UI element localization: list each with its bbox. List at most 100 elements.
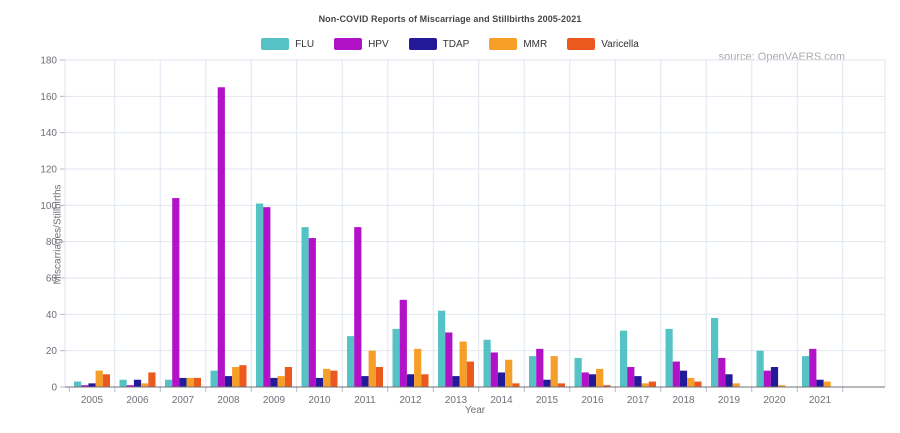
- bar-2020-flu[interactable]: [756, 350, 764, 387]
- y-tick-label: 80: [46, 237, 58, 248]
- x-tick-label: 2014: [490, 395, 513, 406]
- bar-2016-hpv[interactable]: [581, 372, 589, 387]
- bar-2016-flu[interactable]: [574, 357, 582, 387]
- legend-label: FLU: [295, 38, 315, 50]
- bar-2007-hpv[interactable]: [172, 198, 180, 387]
- bar-2014-varicella[interactable]: [512, 383, 520, 387]
- bar-2020-hpv[interactable]: [763, 370, 771, 387]
- bar-2018-varicella[interactable]: [694, 381, 702, 387]
- bar-2008-mmr[interactable]: [232, 367, 240, 387]
- bar-2018-tdap[interactable]: [679, 370, 688, 387]
- x-tick-label: 2013: [445, 395, 468, 406]
- legend-item-varicella[interactable]: Varicella: [567, 38, 639, 50]
- bar-2013-varicella[interactable]: [466, 361, 474, 387]
- bar-2018-hpv[interactable]: [672, 361, 680, 387]
- bar-2019-flu[interactable]: [711, 317, 719, 387]
- x-tick-label: 2007: [172, 395, 195, 406]
- legend-item-tdap[interactable]: TDAP: [408, 38, 469, 50]
- x-tick-label: 2016: [581, 395, 604, 406]
- bar-2009-tdap[interactable]: [270, 377, 278, 387]
- bar-2008-flu[interactable]: [210, 370, 218, 387]
- bar-2006-flu[interactable]: [119, 379, 127, 387]
- bar-2016-tdap[interactable]: [588, 374, 597, 387]
- bar-2007-varicella[interactable]: [193, 377, 201, 387]
- bar-2006-varicella[interactable]: [148, 372, 156, 387]
- bar-2021-tdap[interactable]: [816, 379, 824, 387]
- bar-2014-flu[interactable]: [483, 339, 491, 387]
- legend-item-hpv[interactable]: HPV: [334, 38, 389, 50]
- bar-2015-mmr[interactable]: [550, 356, 558, 387]
- bar-2015-varicella[interactable]: [557, 383, 565, 387]
- bar-2005-varicella[interactable]: [102, 374, 110, 387]
- bar-2013-mmr[interactable]: [459, 341, 467, 387]
- bar-2013-tdap[interactable]: [452, 376, 460, 387]
- bar-2017-varicella[interactable]: [648, 381, 656, 387]
- bar-2021-flu[interactable]: [802, 356, 810, 387]
- bar-2019-mmr[interactable]: [732, 383, 740, 387]
- bar-2018-mmr[interactable]: [687, 377, 695, 387]
- bar-2021-hpv[interactable]: [809, 348, 817, 387]
- bar-2007-flu[interactable]: [165, 379, 173, 387]
- bar-2006-mmr[interactable]: [141, 383, 149, 387]
- bar-2019-tdap[interactable]: [725, 374, 733, 387]
- legend-item-mmr[interactable]: MMR: [489, 38, 547, 50]
- bar-2018-flu[interactable]: [665, 328, 673, 387]
- bar-2008-hpv[interactable]: [217, 87, 225, 387]
- bar-2012-hpv[interactable]: [399, 299, 407, 387]
- y-tick-label: 60: [46, 274, 58, 285]
- bar-2012-tdap[interactable]: [406, 374, 415, 387]
- bar-2012-flu[interactable]: [392, 328, 400, 387]
- bar-2011-hpv[interactable]: [354, 227, 362, 387]
- bar-2016-mmr[interactable]: [596, 368, 604, 387]
- bar-2020-tdap[interactable]: [770, 367, 779, 387]
- bar-2005-tdap[interactable]: [88, 383, 96, 387]
- bar-2012-varicella[interactable]: [421, 374, 429, 387]
- bar-2015-flu[interactable]: [529, 356, 537, 387]
- bar-2021-mmr[interactable]: [823, 381, 831, 387]
- bar-2019-hpv[interactable]: [718, 357, 726, 387]
- bar-2009-flu[interactable]: [256, 203, 264, 387]
- bar-2010-hpv[interactable]: [308, 238, 316, 387]
- bar-2013-flu[interactable]: [438, 310, 446, 387]
- y-tick-label: 40: [46, 310, 58, 321]
- bar-2015-tdap[interactable]: [543, 379, 551, 387]
- bar-2005-flu[interactable]: [74, 381, 82, 387]
- x-tick-label: 2010: [308, 395, 331, 406]
- bar-2016-varicella[interactable]: [603, 385, 611, 387]
- bar-2010-flu[interactable]: [301, 227, 309, 387]
- bar-2006-hpv[interactable]: [126, 385, 134, 387]
- bar-2012-mmr[interactable]: [414, 348, 422, 387]
- bar-2008-tdap[interactable]: [224, 376, 233, 387]
- bar-2008-varicella[interactable]: [239, 365, 247, 387]
- bar-2017-hpv[interactable]: [627, 367, 635, 387]
- bar-2009-varicella[interactable]: [284, 367, 292, 387]
- bar-2013-hpv[interactable]: [445, 332, 453, 388]
- bar-2011-mmr[interactable]: [368, 350, 376, 387]
- bar-2011-tdap[interactable]: [361, 376, 369, 387]
- bar-2014-hpv[interactable]: [490, 352, 498, 387]
- legend-swatch: [567, 38, 596, 50]
- bar-2009-mmr[interactable]: [277, 376, 285, 387]
- bar-2009-hpv[interactable]: [263, 207, 271, 387]
- bar-2017-mmr[interactable]: [641, 383, 649, 387]
- bar-2005-mmr[interactable]: [95, 370, 103, 387]
- x-tick-label: 2019: [718, 395, 741, 406]
- bar-2010-varicella[interactable]: [330, 370, 338, 387]
- bar-2017-tdap[interactable]: [634, 376, 642, 387]
- bar-2006-tdap[interactable]: [133, 379, 142, 387]
- y-tick-label: 120: [40, 165, 57, 176]
- bar-2014-tdap[interactable]: [497, 372, 506, 387]
- legend-item-flu[interactable]: FLU: [261, 38, 314, 50]
- bar-2014-mmr[interactable]: [505, 359, 513, 387]
- bar-2017-flu[interactable]: [620, 330, 628, 387]
- bar-2011-flu[interactable]: [347, 336, 355, 387]
- bar-2015-hpv[interactable]: [536, 348, 544, 387]
- bar-2007-mmr[interactable]: [186, 377, 194, 387]
- bar-2005-hpv[interactable]: [81, 385, 89, 387]
- bar-2010-tdap[interactable]: [315, 377, 324, 387]
- bar-2011-varicella[interactable]: [375, 367, 383, 387]
- bar-2007-tdap[interactable]: [179, 377, 187, 387]
- bar-2010-mmr[interactable]: [323, 368, 331, 387]
- bar-2020-mmr[interactable]: [778, 385, 786, 387]
